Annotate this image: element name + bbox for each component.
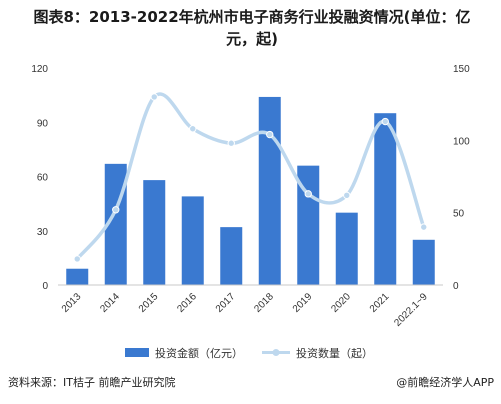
x-tick-label: 2018 [252,291,276,315]
count-point-2017 [227,139,235,147]
count-point-2019 [304,190,312,198]
y-left-tick: 30 [37,227,49,238]
chart-title: 图表8：2013-2022年杭州市电子商务行业投融资情况(单位：亿 元，起) [8,6,496,50]
y-right-tick: 150 [453,64,470,75]
x-tick-label: 2017 [214,291,238,315]
grid-lines [73,93,428,263]
legend: 投资金额（亿元） 投资数量（起） [125,346,373,360]
y-axis-left-ticks: 0 30 60 90 120 [31,64,48,292]
legend-swatch-count-dot [272,349,280,356]
count-point-2020 [343,191,351,200]
y-right-tick: 0 [453,281,459,292]
bar-2015 [143,180,166,285]
title-line-1: 图表8：2013-2022年杭州市电子商务行业投融资情况(单位：亿 [33,8,471,26]
count-point-2013 [73,255,81,263]
legend-label-count: 投资数量（起） [296,346,373,360]
legend-swatch-amount [125,348,149,357]
count-point-2014 [112,206,120,214]
legend-label-amount: 投资金额（亿元） [155,346,243,360]
x-tick-label: 2013 [60,291,84,315]
bar-2016 [181,196,204,285]
x-tick-label: 2021 [368,291,392,315]
x-tick-label: 2016 [175,291,199,315]
title-line-2: 元，起) [226,30,278,48]
y-left-tick: 0 [42,281,48,292]
y-right-tick: 100 [453,136,470,147]
y-right-tick: 50 [453,209,465,220]
bar-2021 [374,113,397,285]
count-line [75,92,426,261]
bar-2018 [258,96,281,285]
count-point-2022.1~9 [420,223,428,231]
brand-text: @前瞻经济学人APP [396,376,494,389]
bar-2020 [335,212,358,285]
y-axis-right-ticks: 0 50 100 150 [453,64,470,292]
bar-2022.1~9 [412,239,435,285]
y-left-tick: 90 [37,118,49,129]
x-tick-label: 2020 [329,291,353,315]
source-text: 资料来源：IT桔子 前瞻产业研究院 [8,376,176,389]
x-tick-label: 2022.1~9 [392,291,430,329]
count-point-2016 [189,125,197,133]
count-point-2018 [266,130,274,139]
y-left-tick: 60 [37,173,49,184]
x-tick-label: 2015 [137,291,161,315]
bar-series [66,96,435,285]
x-tick-label: 2019 [291,291,315,315]
count-point-2021 [381,117,389,126]
x-axis-ticks: 2013 2014 2015 2016 2017 2018 2019 2020 2021 2022… [60,291,430,329]
x-tick-label: 2014 [98,291,122,315]
bar-2019 [297,165,320,285]
y-left-tick: 120 [31,64,48,75]
bar-2013 [66,268,89,285]
bar-2017 [220,227,243,285]
count-point-2015 [150,93,158,101]
